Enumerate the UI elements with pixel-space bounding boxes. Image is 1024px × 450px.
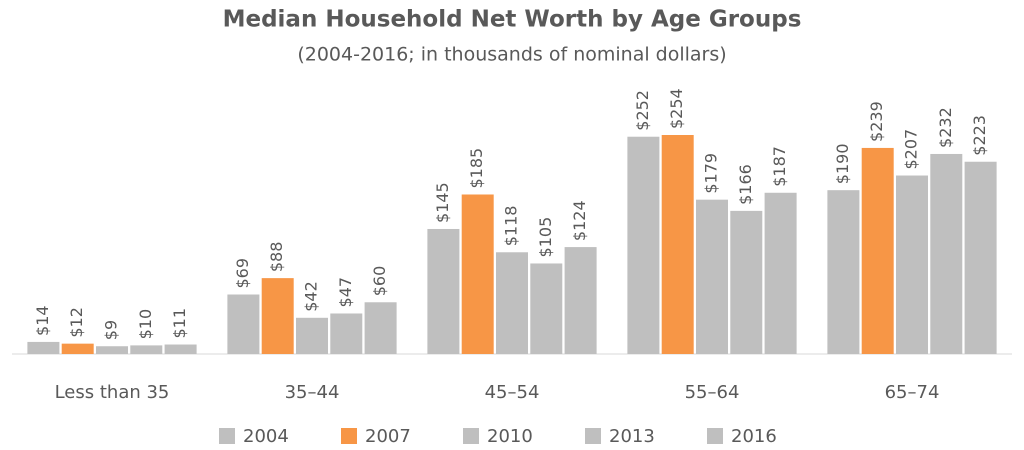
bar [61,343,94,354]
bar [164,344,197,354]
bar [96,346,128,354]
legend-swatch [585,428,601,444]
bar [661,135,694,354]
value-label: $88 [267,242,286,273]
bar [427,228,460,354]
x-tick-label: 35–44 [285,382,340,403]
value-label: $9 [102,320,121,340]
bar [130,345,163,354]
value-label: $105 [536,217,555,258]
value-label: $185 [467,148,486,189]
value-label: $207 [902,129,921,170]
bar [896,175,928,354]
legend-label: 2007 [365,426,411,447]
bar [330,313,363,354]
legend-label: 2016 [731,426,777,447]
bar [27,341,60,354]
bar [861,147,894,354]
bar [930,153,963,354]
value-label: $124 [570,200,589,241]
value-label: $118 [502,206,521,247]
bar [730,210,763,354]
value-label: $239 [867,101,886,142]
bar [696,199,728,354]
bar [964,161,997,354]
legend-swatch [707,428,723,444]
legend-label: 2013 [609,426,655,447]
bar [364,302,397,354]
chart-subtitle: (2004-2016; in thousands of nominal doll… [297,44,726,66]
legend-label: 2004 [243,426,289,447]
value-label: $254 [667,88,686,129]
bar [261,278,294,354]
legend-swatch [463,428,479,444]
bar [461,194,494,354]
bar [296,317,328,354]
legend-label: 2010 [487,426,533,447]
value-label: $10 [136,309,155,340]
value-label: $11 [170,308,189,339]
value-label: $166 [736,164,755,205]
chart-title: Median Household Net Worth by Age Groups [223,7,802,33]
value-label: $187 [770,146,789,187]
bar [530,263,563,354]
value-label: $145 [433,182,452,223]
value-label: $69 [233,258,252,289]
value-label: $14 [33,305,52,336]
value-label: $42 [302,281,321,312]
x-tick-label: 45–54 [485,382,540,403]
value-label: $47 [336,277,355,308]
bar [764,192,797,354]
x-tick-label: 55–64 [685,382,740,403]
legend-swatch [341,428,357,444]
bar [496,252,528,354]
bar [627,136,660,354]
value-label: $190 [833,143,852,184]
value-label: $223 [970,115,989,156]
x-tick-label: Less than 35 [55,382,170,403]
bar [827,190,860,354]
value-label: $12 [67,307,86,338]
legend-swatch [219,428,235,444]
value-label: $232 [936,107,955,148]
bar [564,247,597,354]
value-label: $179 [702,153,721,194]
x-tick-label: 65–74 [885,382,940,403]
value-label: $60 [370,266,389,297]
bar [227,294,260,354]
value-label: $252 [633,90,652,131]
